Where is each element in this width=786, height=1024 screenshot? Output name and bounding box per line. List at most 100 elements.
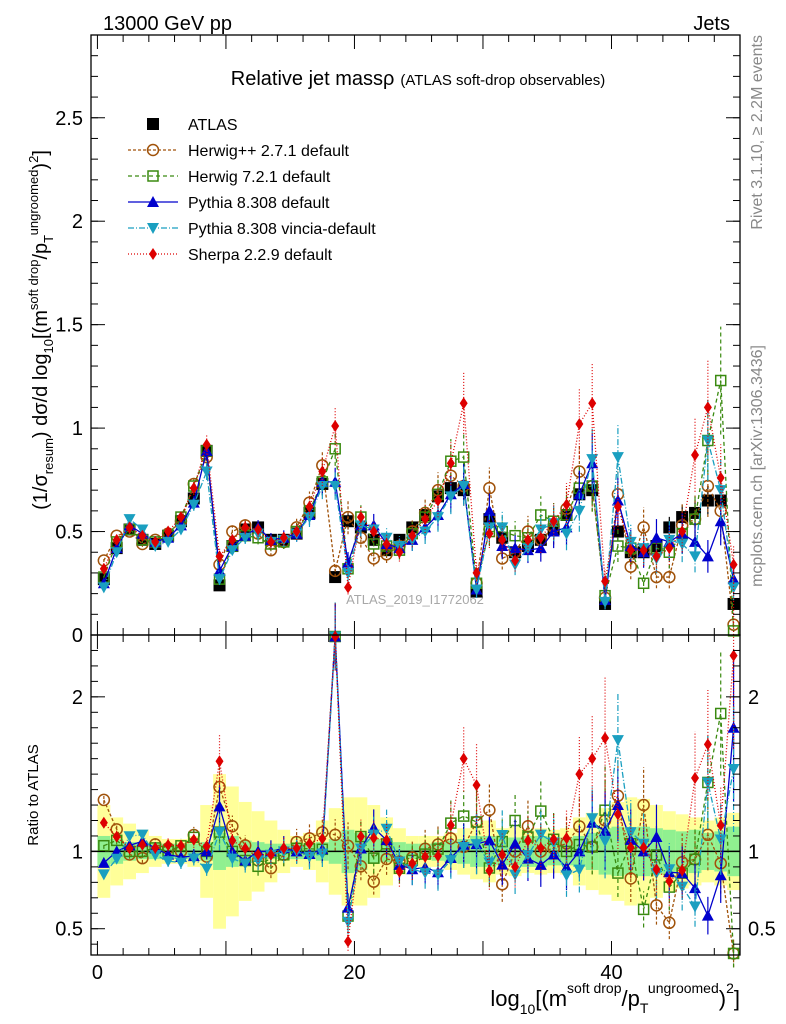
main-point-sherpa-2-2-9-default <box>549 515 558 528</box>
ratio-point-pythia-8-308-vincia-default <box>663 864 676 876</box>
main-point-pythia-8-308-vincia-default <box>470 584 483 596</box>
ratio-point-pythia-8-308-vincia-default <box>110 853 123 865</box>
ratio-point-sherpa-2-2-9-default <box>639 841 648 854</box>
ratio-point-sherpa-2-2-9-default <box>678 864 687 877</box>
ratio-point-sherpa-2-2-9-default <box>498 848 507 861</box>
ratio-point-sherpa-2-2-9-default <box>575 768 584 781</box>
ratio-point-pythia-8-308-vincia-default <box>406 864 419 876</box>
ratio-point-sherpa-2-2-9-default <box>729 649 738 662</box>
main-point-pythia-8-308-vincia-default <box>213 574 226 586</box>
main-y-tick-label: 2 <box>72 211 83 233</box>
ratio-point-pythia-8-308-default <box>611 799 624 811</box>
main-point-sherpa-2-2-9-default <box>601 575 610 588</box>
legend-marker-pythia-8-308-default <box>147 196 159 207</box>
legend-label-pythia-8-308-default: Pythia 8.308 default <box>188 195 330 212</box>
main-point-pythia-8-308-vincia-default <box>534 524 547 536</box>
ratio-point-herwig-2-7-1-default <box>97 793 111 807</box>
ratio-point-herwig-7-2-1-default <box>714 707 727 720</box>
main-point-sherpa-2-2-9-default <box>446 457 455 470</box>
plot-title: Relative jet massρ (ATLAS soft-drop obser… <box>231 68 605 90</box>
main-point-pythia-8-308-vincia-default <box>200 466 213 478</box>
ratio-point-sherpa-2-2-9-default <box>691 772 700 785</box>
ratio-y-tick-label-right: 2 <box>748 687 759 709</box>
main-point-pythia-8-308-default <box>689 535 702 547</box>
main-point-pythia-8-308-vincia-default <box>573 505 586 517</box>
main-point-pythia-8-308-vincia-default <box>123 514 136 526</box>
ratio-point-pythia-8-308-vincia-default <box>444 855 457 867</box>
main-point-sherpa-2-2-9-default <box>395 546 404 559</box>
ratio-point-pythia-8-308-vincia-default <box>380 823 393 835</box>
main-point-sherpa-2-2-9-default <box>498 533 507 546</box>
ratio-point-pythia-8-308-vincia-default <box>624 827 637 839</box>
main-y-tick-label: 0.5 <box>55 522 83 544</box>
ratio-point-pythia-8-308-vincia-default <box>714 834 727 846</box>
rivet-label: Rivet 3.1.10, ≥ 2.2M events <box>749 35 766 230</box>
main-point-pythia-8-308-vincia-default <box>329 481 342 493</box>
legend-marker-herwig-2-7-1-default <box>146 143 160 157</box>
ratio-point-sherpa-2-2-9-default <box>356 830 365 843</box>
ratio-point-herwig-7-2-1-default <box>727 947 740 960</box>
main-point-pythia-8-308-vincia-default <box>303 512 316 524</box>
ratio-point-sherpa-2-2-9-default <box>266 848 275 861</box>
ratio-point-sherpa-2-2-9-default <box>549 833 558 846</box>
main-y-tick-label: 1 <box>72 418 83 440</box>
main-point-pythia-8-308-vincia-default <box>496 522 509 534</box>
ratio-point-pythia-8-308-default <box>701 909 714 921</box>
main-point-sherpa-2-2-9-default <box>344 581 353 594</box>
plot-layer: 00.511.522.50.5 0.51 12 20 20 40 <box>55 34 776 984</box>
main-y-tick-label: 2.5 <box>55 108 83 130</box>
ratio-point-pythia-8-308-default <box>509 837 522 849</box>
legend-label-herwig-2-7-1-default: Herwig++ 2.7.1 default <box>188 143 350 160</box>
main-line-sherpa-2-2-9-default <box>103 401 735 588</box>
ratio-point-sherpa-2-2-9-default <box>665 875 674 888</box>
ratio-point-sherpa-2-2-9-default <box>344 935 353 948</box>
main-point-sherpa-2-2-9-default <box>382 537 391 550</box>
ratio-y-tick-label: 1 <box>72 841 83 863</box>
ratio-point-sherpa-2-2-9-default <box>164 838 173 851</box>
ratio-y-axis-title: Ratio to ATLAS <box>25 744 42 845</box>
ratio-point-sherpa-2-2-9-default <box>99 816 108 829</box>
ratio-point-pythia-8-308-vincia-default <box>200 863 213 875</box>
ratio-point-pythia-8-308-vincia-default <box>457 842 470 854</box>
main-point-herwig-7-2-1-default <box>612 540 624 552</box>
ratio-point-sherpa-2-2-9-default <box>485 864 494 877</box>
main-point-sherpa-2-2-9-default <box>536 531 545 544</box>
ratio-point-sherpa-2-2-9-default <box>176 839 185 852</box>
ratio-point-pythia-8-308-vincia-default <box>354 843 367 855</box>
ratio-y-tick-label: 2 <box>72 687 83 709</box>
ratio-point-pythia-8-308-vincia-default <box>97 869 110 881</box>
x-axis-title: log10[(msoft drop/pTungroomed)2] <box>490 980 740 1017</box>
main-point-sherpa-2-2-9-default <box>228 533 237 546</box>
main-point-sherpa-2-2-9-default <box>99 562 108 575</box>
ratio-point-herwig-2-7-1-default <box>637 798 650 812</box>
legend-label-herwig-7-2-1-default: Herwig 7.2.1 default <box>188 169 331 186</box>
main-point-sherpa-2-2-9-default <box>588 397 597 410</box>
ratio-point-pythia-8-308-vincia-default <box>162 856 175 868</box>
ratio-point-pythia-8-308-default <box>342 901 355 913</box>
main-point-pythia-8-308-vincia-default <box>599 596 612 608</box>
main-point-sherpa-2-2-9-default <box>562 498 571 511</box>
main-line-pythia-8-308-vincia-default <box>103 440 735 602</box>
ratio-point-sherpa-2-2-9-default <box>408 857 417 870</box>
main-point-sherpa-2-2-9-default <box>176 511 185 524</box>
main-point-sherpa-2-2-9-default <box>421 513 430 526</box>
analysis-watermark: ATLAS_2019_I1772062 <box>346 592 484 607</box>
ratio-point-sherpa-2-2-9-default <box>125 842 134 855</box>
ratio-point-pythia-8-308-vincia-default <box>611 735 624 747</box>
main-point-sherpa-2-2-9-default <box>215 550 224 563</box>
main-y-axis-title: (1/σresum) dσ/d log10[(msoft drop/pTungr… <box>26 150 56 510</box>
main-point-pythia-8-308-vincia-default <box>727 582 740 594</box>
ratio-point-pythia-8-308-vincia-default <box>226 853 239 865</box>
main-point-pythia-8-308-vincia-default <box>676 538 689 550</box>
main-point-sherpa-2-2-9-default <box>665 542 674 555</box>
main-point-pythia-8-308-default <box>547 525 560 537</box>
ratio-point-sherpa-2-2-9-default <box>626 841 635 854</box>
ratio-point-pythia-8-308-vincia-default <box>496 829 509 841</box>
ratio-line-sherpa-2-2-9-default <box>103 634 735 942</box>
main-point-pythia-8-308-vincia-default <box>586 454 599 466</box>
ratio-point-pythia-8-308-default <box>650 831 663 843</box>
main-point-sherpa-2-2-9-default <box>266 535 275 548</box>
ratio-point-sherpa-2-2-9-default <box>523 834 532 847</box>
ratio-point-pythia-8-308-default <box>97 856 110 868</box>
ratio-point-herwig-7-2-1-default <box>98 839 110 852</box>
